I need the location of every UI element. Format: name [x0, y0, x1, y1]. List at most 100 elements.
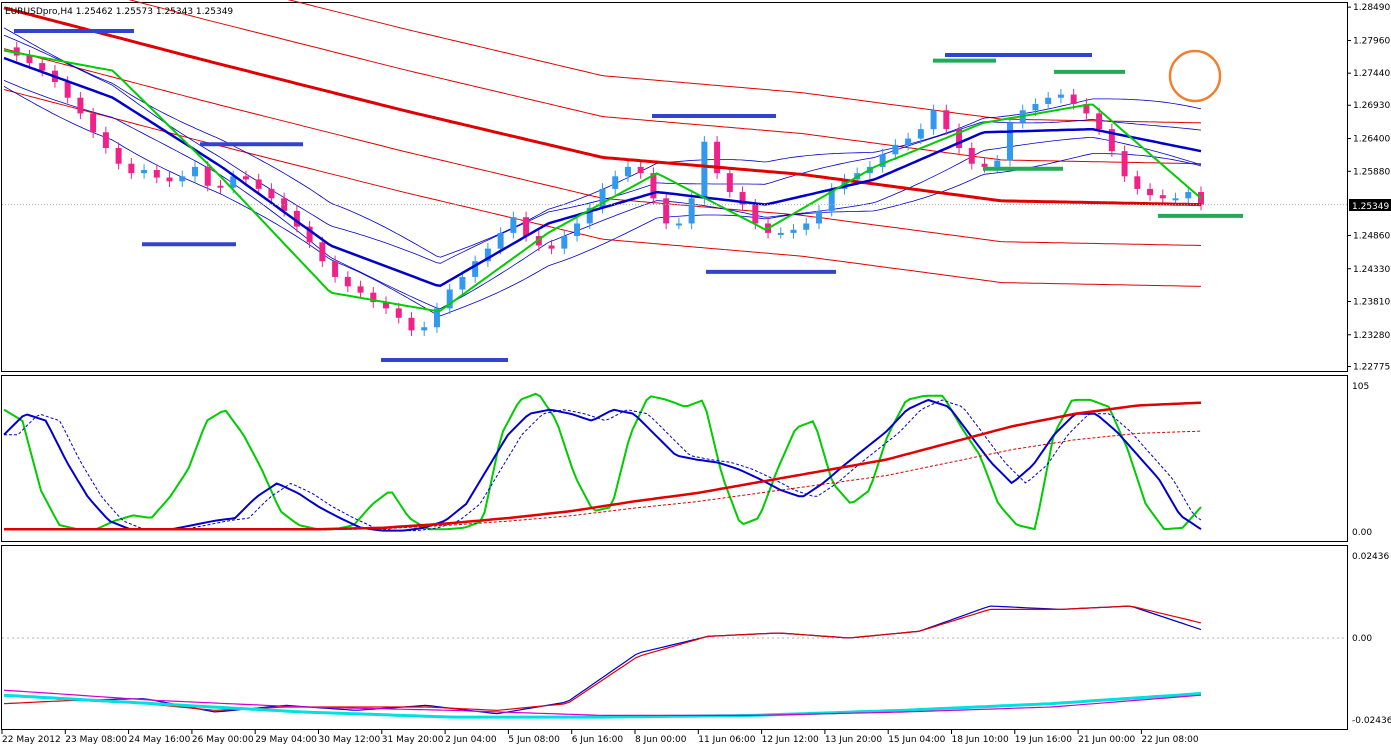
price-tick-label: 1.26400 [1353, 135, 1390, 145]
candle-up [472, 261, 479, 277]
candle-up [1032, 103, 1039, 111]
candle-down [293, 210, 300, 227]
bollinger-ma-line [3, 56, 1202, 287]
candle-down [242, 176, 249, 180]
stoch-trend-line [4, 401, 1202, 531]
candle-up [612, 176, 619, 189]
macd-trend-cyan [3, 692, 1202, 719]
candle-up [230, 176, 237, 188]
candle-up [561, 236, 568, 249]
stoch-k-line [3, 392, 1202, 531]
candle-down [306, 226, 313, 243]
candle-up [141, 170, 148, 174]
macd-signal-line [3, 605, 1202, 711]
price-tick-label: 1.28490 [1353, 3, 1390, 13]
time-tick-label: 30 May 12:00 [319, 735, 381, 745]
macd-tick-label: 0.00 [1352, 634, 1372, 644]
candle-up [892, 144, 899, 155]
candle-up [1185, 192, 1192, 199]
time-tick-label: 2 Jun 04:00 [445, 735, 497, 745]
candle-down [637, 166, 644, 174]
time-tick-label: 21 Jun 00:00 [1078, 735, 1135, 745]
candle-down [523, 217, 530, 237]
current-price-box [1349, 199, 1391, 211]
current-price-label: 1.25349 [1352, 202, 1389, 212]
candle-down [1159, 195, 1166, 199]
candle-down [39, 63, 46, 71]
candle-down [332, 261, 339, 277]
candle-down [663, 198, 670, 224]
price-tick-label: 1.22775 [1353, 363, 1390, 373]
candle-up [484, 248, 491, 262]
bollinger-band [3, 80, 1202, 310]
candle-up [803, 223, 810, 230]
time-tick-label: 26 May 00:00 [192, 735, 254, 745]
candle-up [701, 141, 708, 199]
candle-up [624, 166, 631, 177]
candle-up [994, 160, 1001, 167]
candle-up [815, 210, 822, 224]
macd-trend-magenta [3, 689, 1202, 716]
time-tick-label: 13 Jun 20:00 [825, 735, 882, 745]
candle-down [268, 188, 275, 199]
price-tick-label: 1.23810 [1353, 297, 1390, 307]
candle-up [828, 188, 835, 211]
candle-up [586, 207, 593, 224]
candle-down [344, 276, 351, 287]
candle-down [1134, 176, 1141, 189]
time-tick-label: 18 Jun 10:00 [952, 735, 1009, 745]
time-tick-label: 29 May 04:00 [255, 735, 317, 745]
candle-down [548, 245, 555, 249]
candle-down [319, 242, 326, 262]
candle-down [26, 55, 33, 64]
price-tick-label: 1.27440 [1353, 69, 1390, 79]
time-tick-label: 6 Jun 16:00 [572, 735, 624, 745]
candle-up [1006, 122, 1013, 161]
candle-down [1198, 192, 1204, 205]
candle-up [790, 229, 797, 233]
envelope-line [128, 0, 1201, 165]
candle-up [777, 232, 784, 235]
stochastic-pane[interactable] [1, 375, 1348, 542]
price-pane[interactable] [1, 2, 1348, 372]
candle-down [90, 113, 97, 133]
time-tick-label: 22 May 2012 [2, 735, 61, 745]
candle-down [1108, 129, 1115, 152]
time-tick-label: 15 Jun 04:00 [888, 735, 945, 745]
candle-up [1172, 198, 1179, 201]
candle-down [726, 173, 733, 193]
candle-down [383, 302, 390, 309]
candle-down [102, 132, 109, 149]
stoch-d-line [3, 398, 1202, 532]
candle-down [408, 317, 415, 331]
price-tick-label: 1.24330 [1353, 265, 1390, 275]
candle-down [956, 129, 963, 149]
candle-up [688, 198, 695, 224]
price-tick-label: 1.27960 [1353, 36, 1390, 46]
sma-long-line [3, 6, 1202, 207]
time-tick-label: 31 May 20:00 [382, 735, 444, 745]
macd-pane[interactable] [1, 545, 1348, 730]
candle-down [357, 286, 364, 293]
candle-down [255, 179, 262, 189]
candle-down [128, 163, 135, 174]
time-tick-label: 23 May 08:00 [65, 735, 127, 745]
candle-down [115, 148, 122, 164]
macd-tick-label: 0.02436 [1352, 552, 1389, 562]
price-tick-label: 1.23280 [1353, 331, 1390, 341]
candle-down [1083, 103, 1090, 114]
time-tick-label: 8 Jun 00:00 [635, 735, 687, 745]
candle-down [153, 170, 160, 178]
candle-down [204, 166, 211, 186]
candle-down [64, 81, 71, 98]
candle-down [1147, 188, 1154, 196]
time-tick-label: 12 Jun 12:00 [762, 735, 819, 745]
candle-up [179, 176, 186, 182]
target-circle [1168, 49, 1222, 103]
macd-tick-label: -0.02436 [1352, 716, 1391, 726]
candle-up [446, 289, 453, 309]
candle-down [395, 308, 402, 318]
candle-down [217, 185, 224, 188]
envelope-line [3, 89, 1202, 287]
